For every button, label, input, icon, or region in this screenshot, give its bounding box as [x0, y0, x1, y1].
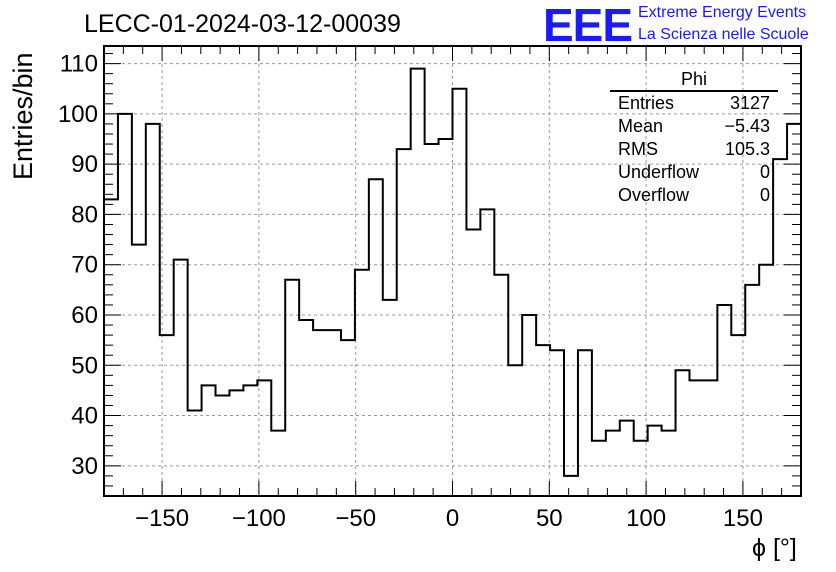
chart-title: LECC-01-2024-03-12-00039 — [84, 10, 401, 38]
y-tick-label: 90 — [71, 151, 98, 178]
x-tick-labels: −150 −100 −50 0 50 100 150 — [135, 505, 763, 532]
x-tick-label: −50 — [335, 505, 376, 532]
stats-label: Overflow — [618, 185, 690, 205]
stats-label: RMS — [618, 139, 658, 159]
x-tick-label: 100 — [626, 505, 666, 532]
y-tick-label: 100 — [58, 101, 98, 128]
stats-row-rms: RMS 105.3 — [610, 138, 778, 161]
y-tick-label: 50 — [71, 352, 98, 379]
grid-lines — [104, 46, 801, 496]
x-tick-label: −150 — [135, 505, 189, 532]
brand-line-1: Extreme Energy Events — [638, 4, 807, 21]
x-tick-label: 0 — [446, 505, 459, 532]
y-tick-label: 80 — [71, 201, 98, 228]
stats-row-mean: Mean −5.43 — [610, 115, 778, 138]
stats-label: Mean — [618, 116, 664, 136]
x-axis-label: ϕ [°] — [752, 534, 797, 562]
x-tick-label: 150 — [723, 505, 763, 532]
histogram-step-line — [104, 67, 801, 477]
y-tick-label: 60 — [71, 302, 98, 329]
eee-logo: EEE — [543, 0, 633, 51]
stats-box-title: Phi — [610, 68, 778, 92]
y-tick-label: 30 — [71, 453, 98, 480]
axis-ticks — [103, 46, 802, 496]
stats-box: Phi Entries 3127 Mean −5.43 RMS 105.3 Un… — [610, 68, 778, 207]
y-axis-label: Entries/bin — [8, 52, 38, 180]
stats-label: Underflow — [618, 162, 700, 182]
stats-value: 105.3 — [724, 139, 770, 159]
y-tick-label: 110 — [60, 51, 98, 78]
brand-line-2: La Scienza nelle Scuole — [638, 26, 809, 43]
stats-label: Entries — [618, 93, 675, 113]
y-tick-labels: 30 40 50 60 70 80 90 100 110 — [58, 51, 98, 480]
x-tick-label: 50 — [536, 505, 563, 532]
y-tick-label: 40 — [71, 403, 98, 430]
stats-value: −5.43 — [724, 116, 770, 136]
stats-row-entries: Entries 3127 — [610, 92, 778, 115]
stats-value: 0 — [759, 185, 770, 205]
x-tick-label: −100 — [232, 505, 286, 532]
stats-row-overflow: Overflow 0 — [610, 184, 778, 207]
stats-row-underflow: Underflow 0 — [610, 161, 778, 184]
stats-value: 0 — [759, 162, 770, 182]
y-tick-label: 70 — [71, 252, 98, 279]
stats-value: 3127 — [729, 93, 770, 113]
